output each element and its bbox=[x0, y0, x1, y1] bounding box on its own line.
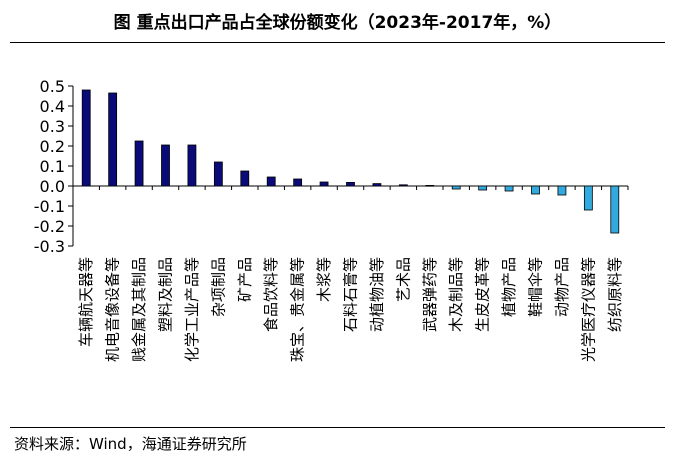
bar bbox=[425, 184, 435, 187]
source-divider bbox=[10, 427, 665, 428]
x-category-label: 木浆等 bbox=[315, 257, 333, 302]
x-category-label: 杂项制品 bbox=[209, 257, 227, 317]
y-tick-label: 0.1 bbox=[40, 157, 65, 176]
bar bbox=[504, 185, 514, 192]
x-category-label: 植物产品 bbox=[500, 257, 518, 317]
bar bbox=[81, 89, 91, 187]
x-category-label: 鞋帽伞等 bbox=[527, 257, 545, 317]
x-category-label: 机电音像设备等 bbox=[104, 257, 122, 362]
bar bbox=[398, 184, 408, 187]
bar bbox=[557, 185, 567, 196]
bar bbox=[531, 185, 540, 195]
y-tick-label: 0.3 bbox=[40, 117, 65, 136]
y-tick-label: -0.1 bbox=[34, 197, 65, 216]
source-note: 资料来源：Wind，海通证券研究所 bbox=[14, 435, 247, 453]
x-category-label: 动物产品 bbox=[553, 257, 571, 317]
bar bbox=[161, 144, 170, 187]
bar bbox=[213, 161, 223, 187]
chart-title: 图 重点出口产品占全球份额变化（2023年-2017年，%） bbox=[113, 13, 562, 33]
bar bbox=[319, 181, 329, 187]
bar-chart: 0.50.40.30.20.10.0-0.1-0.2-0.3 车辆航天器等 机电音像… bbox=[34, 77, 629, 362]
y-tick-label: 0.2 bbox=[40, 137, 65, 156]
x-category-label: 食品饮料等 bbox=[262, 257, 280, 332]
x-category-label: 石料石膏等 bbox=[342, 257, 360, 332]
x-category-label: 动植物油等 bbox=[368, 257, 386, 332]
x-category-label: 纺织原料等 bbox=[606, 257, 624, 332]
bar bbox=[451, 185, 461, 190]
x-category-label: 矿产品 bbox=[236, 257, 254, 302]
x-category-label: 木及制品等 bbox=[447, 257, 465, 332]
title-divider bbox=[10, 42, 665, 43]
bar bbox=[266, 176, 276, 187]
x-category-label: 化学工业产品等 bbox=[183, 257, 201, 362]
x-category-label: 生皮皮革等 bbox=[474, 257, 492, 332]
y-tick-label: 0.4 bbox=[40, 97, 65, 116]
x-category-label: 武器弹药等 bbox=[421, 257, 439, 332]
y-tick-label: 0.0 bbox=[40, 177, 65, 196]
x-category-label: 珠宝、贵金属等 bbox=[289, 257, 307, 362]
y-tick-label: -0.3 bbox=[34, 237, 65, 256]
x-category-label: 光学医疗仪器等 bbox=[579, 257, 597, 362]
bar bbox=[372, 183, 382, 187]
bar bbox=[187, 144, 197, 187]
bar bbox=[240, 170, 250, 187]
bar bbox=[478, 185, 488, 191]
bar bbox=[293, 178, 303, 187]
bar bbox=[346, 181, 355, 187]
bar bbox=[610, 185, 620, 234]
bar bbox=[583, 185, 593, 211]
y-tick-label: -0.2 bbox=[34, 217, 65, 236]
x-category-label: 贱金属及其制品 bbox=[130, 257, 148, 362]
y-tick-label: 0.5 bbox=[40, 77, 65, 96]
x-category-label: 艺术品 bbox=[394, 257, 412, 302]
x-category-label: 车辆航天器等 bbox=[77, 257, 95, 347]
bar bbox=[134, 140, 144, 187]
bar bbox=[108, 92, 118, 187]
x-category-label: 塑料及制品 bbox=[157, 257, 175, 332]
